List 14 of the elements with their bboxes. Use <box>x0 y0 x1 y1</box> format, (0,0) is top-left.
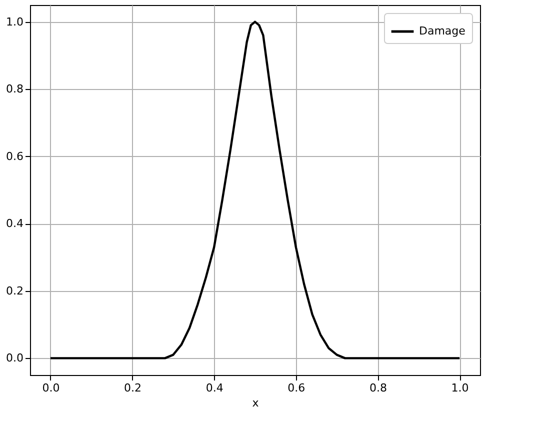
x-axis-title: x <box>252 396 260 410</box>
y-tick-label: 0.0 <box>6 352 24 365</box>
x-tick-label: 0.8 <box>369 382 387 394</box>
y-tick-label: 0.2 <box>6 284 24 298</box>
x-tick-label: 0.6 <box>288 382 306 394</box>
x-tick-label: 0.0 <box>42 382 60 394</box>
x-tick-label: 1.0 <box>451 382 469 394</box>
y-tick-label: 0.8 <box>6 82 24 96</box>
legend-label: Damage <box>419 24 466 38</box>
y-tick-label: 0.6 <box>6 150 24 163</box>
y-tick-label: 0.4 <box>6 217 24 230</box>
y-tick-label: 1.0 <box>6 15 24 28</box>
x-tick-label: 0.4 <box>206 382 224 394</box>
x-tick-label: 0.2 <box>124 382 142 394</box>
